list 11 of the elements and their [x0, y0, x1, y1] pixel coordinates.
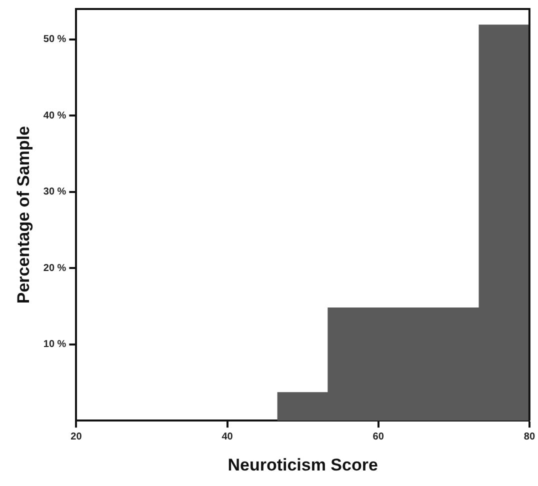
y-tick-label: 40 % [43, 110, 66, 122]
x-tick-label: 20 [70, 431, 82, 442]
x-tick-label: 80 [524, 431, 536, 442]
y-tick-label: 50 % [43, 34, 66, 46]
y-axis-title: Percentage of Sample [14, 126, 33, 304]
y-tick-label: 10 % [43, 339, 66, 350]
x-tick-label: 40 [222, 431, 234, 442]
x-axis-title: Neuroticism Score [228, 455, 378, 474]
y-tick-label: 30 % [43, 186, 66, 198]
x-tick-label: 60 [372, 431, 384, 442]
y-tick-label: 20 % [43, 262, 66, 274]
